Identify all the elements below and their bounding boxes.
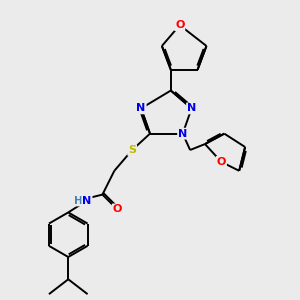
Text: N: N xyxy=(187,103,196,113)
Text: N: N xyxy=(178,129,187,139)
Text: N: N xyxy=(136,103,146,113)
Text: N: N xyxy=(82,196,91,206)
Text: O: O xyxy=(217,157,226,167)
Text: O: O xyxy=(112,204,122,214)
Text: O: O xyxy=(175,20,184,30)
Text: S: S xyxy=(128,145,136,155)
Text: H: H xyxy=(74,196,83,206)
